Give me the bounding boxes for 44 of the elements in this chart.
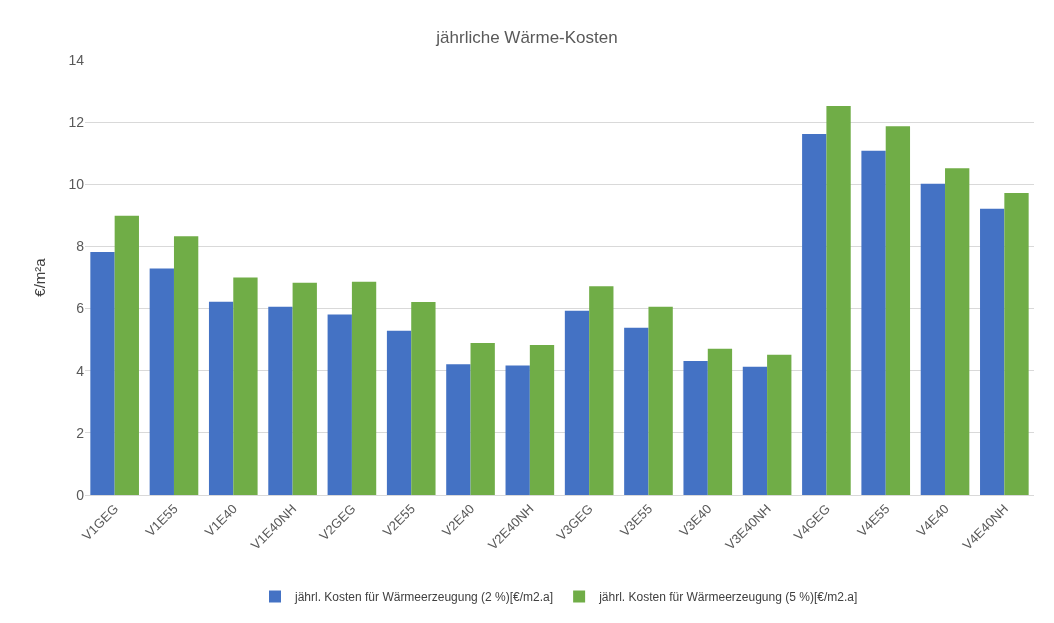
bar <box>470 343 495 495</box>
bar <box>742 366 768 495</box>
y-tick-label: 10 <box>68 176 85 193</box>
bar <box>683 361 708 495</box>
bar <box>411 302 436 495</box>
bar <box>173 236 199 495</box>
bar <box>802 133 827 495</box>
bar <box>564 310 590 495</box>
y-tick-label: 0 <box>76 486 85 503</box>
bar <box>233 277 258 495</box>
bar <box>767 354 792 495</box>
y-tick-label: 12 <box>68 114 85 131</box>
bar <box>351 281 377 495</box>
y-tick-label: 4 <box>76 362 85 379</box>
bar <box>861 150 886 495</box>
bar <box>945 168 970 495</box>
bar <box>90 252 115 495</box>
bar <box>589 286 614 495</box>
bar <box>648 306 673 495</box>
y-tick-label: 2 <box>76 424 85 441</box>
bar <box>208 301 234 495</box>
bar <box>292 282 317 495</box>
bar <box>920 183 946 495</box>
bar <box>826 105 851 495</box>
legend-label: jährl. Kosten für Wärmeerzeugung (5 %)[€/m2.a] <box>598 590 858 605</box>
bar <box>114 215 139 495</box>
bar <box>386 330 412 495</box>
legend-label: jährl. Kosten für Wärmeerzeugung (2 %)[€/m2.a] <box>294 590 554 605</box>
y-tick-label: 6 <box>76 300 85 317</box>
bar <box>505 365 530 495</box>
bar <box>1004 192 1029 495</box>
bar <box>446 364 471 495</box>
bar <box>624 327 649 495</box>
bar <box>149 268 174 495</box>
bar <box>707 348 733 495</box>
bar <box>268 306 293 495</box>
bar <box>327 314 352 495</box>
y-tick-label: 8 <box>76 238 85 255</box>
bar <box>529 344 555 495</box>
y-axis-title: €/m²a <box>31 257 48 297</box>
bar <box>885 126 911 495</box>
chart-title: jährliche Wärme-Kosten <box>435 28 618 48</box>
y-tick-label: 14 <box>68 51 85 68</box>
bar <box>980 208 1005 495</box>
